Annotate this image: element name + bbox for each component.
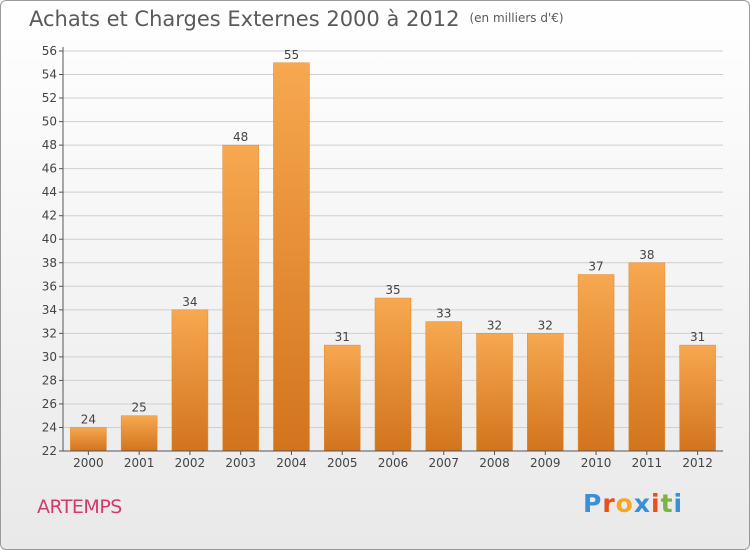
data-label: 32 (487, 318, 502, 332)
x-tick-label: 2009 (530, 456, 561, 470)
bar (679, 344, 716, 452)
logo-letter: o (615, 489, 634, 518)
bar (273, 62, 310, 452)
y-tick-label: 36 (42, 279, 57, 293)
data-label: 24 (81, 412, 96, 426)
y-tick-label: 24 (42, 420, 57, 434)
bar (476, 333, 513, 452)
bar (70, 427, 107, 452)
title-unit: (en milliers d'€) (469, 11, 564, 25)
y-tick-label: 44 (42, 185, 57, 199)
data-label: 35 (385, 283, 400, 297)
x-tick-label: 2001 (124, 456, 155, 470)
data-label: 33 (436, 307, 451, 321)
data-label: 48 (233, 130, 248, 144)
y-tick-label: 50 (42, 115, 57, 129)
x-tick-label: 2011 (632, 456, 663, 470)
y-tick-label: 46 (42, 162, 57, 176)
x-tick-label: 2006 (378, 456, 409, 470)
bar (323, 344, 361, 452)
logo-letter: i (673, 489, 684, 518)
x-tick-label: 2012 (682, 456, 713, 470)
x-tick-label: 2010 (581, 456, 612, 470)
y-tick-label: 52 (42, 91, 57, 105)
y-tick-label: 30 (42, 350, 57, 364)
data-label: 31 (690, 330, 705, 344)
data-label: 37 (588, 260, 603, 274)
bars (70, 62, 716, 452)
bar (577, 274, 615, 452)
data-label: 34 (182, 295, 197, 309)
logo-letter: r (602, 489, 616, 518)
y-tick-label: 54 (42, 68, 57, 82)
data-label: 55 (284, 48, 299, 62)
data-label: 31 (335, 330, 350, 344)
y-tick-label: 22 (42, 444, 57, 458)
bar (222, 144, 259, 452)
axes (59, 47, 723, 455)
logo-letter: P (583, 489, 603, 518)
x-tick-label: 2007 (428, 456, 459, 470)
y-tick-label: 48 (42, 138, 57, 152)
x-tick-label: 2003 (225, 456, 256, 470)
bar (628, 262, 666, 452)
y-tick-label: 42 (42, 209, 57, 223)
y-tick-label: 56 (42, 44, 57, 58)
logo-letter: i (651, 489, 661, 518)
x-tick-label: 2005 (327, 456, 358, 470)
y-tick-label: 28 (42, 373, 57, 387)
bar (527, 333, 564, 452)
y-tick-label: 32 (42, 326, 57, 340)
chart-title: Achats et Charges Externes 2000 à 2012 (e… (29, 7, 564, 31)
bar (171, 309, 209, 452)
logo-letter: t (660, 489, 674, 518)
logo-letter: x (633, 489, 651, 518)
labels: 22 24 26 28 30 32 34 36 38 40 42 44 46 48 50 52 54 56 24 20… (42, 44, 713, 470)
title-main: Achats et Charges Externes 2000 à 2012 (29, 7, 460, 31)
y-tick-label: 26 (42, 397, 57, 411)
x-tick-label: 2004 (276, 456, 307, 470)
data-label: 32 (538, 318, 553, 332)
x-tick-label: 2008 (479, 456, 510, 470)
y-tick-label: 38 (42, 256, 57, 270)
data-label: 38 (639, 248, 654, 262)
bar (120, 415, 158, 452)
x-tick-label: 2002 (175, 456, 206, 470)
proxiti-logo[interactable]: Proxiti (583, 489, 683, 518)
commune-name: ARTEMPS (37, 496, 122, 518)
bar (374, 297, 412, 452)
y-tick-label: 34 (42, 303, 57, 317)
x-tick-label: 2000 (73, 456, 104, 470)
bar (425, 321, 463, 452)
y-tick-label: 40 (42, 232, 57, 246)
data-label: 25 (132, 401, 147, 415)
